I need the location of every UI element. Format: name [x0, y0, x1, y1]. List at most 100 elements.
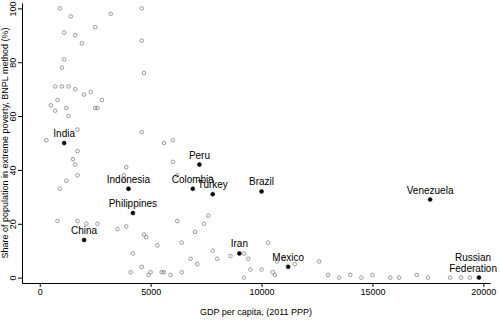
point	[293, 262, 297, 266]
point	[171, 160, 175, 164]
point	[62, 31, 66, 35]
point	[131, 211, 135, 215]
point	[249, 268, 253, 272]
point	[426, 276, 430, 280]
point	[100, 98, 104, 102]
x-tick-label: 15000	[360, 287, 385, 297]
point	[211, 192, 215, 196]
point	[195, 262, 199, 266]
point	[415, 273, 419, 277]
point-label: China	[71, 225, 98, 236]
point	[96, 106, 100, 110]
y-tick: 100	[8, 1, 22, 16]
point	[317, 260, 321, 264]
point	[124, 165, 128, 169]
point	[477, 276, 481, 280]
point	[69, 15, 73, 19]
point	[171, 139, 175, 143]
x-tick: 15000	[360, 283, 385, 297]
point	[371, 273, 375, 277]
point	[286, 265, 290, 269]
point-label: Iran	[231, 238, 248, 249]
point	[45, 139, 49, 143]
point	[211, 249, 215, 253]
point	[129, 270, 133, 274]
x-tick-label: 10000	[250, 287, 275, 297]
y-tick: 0	[8, 276, 22, 281]
point	[180, 241, 184, 245]
y-tick-mark	[18, 170, 22, 171]
point	[266, 241, 270, 245]
point	[193, 230, 197, 234]
point	[82, 93, 86, 97]
point	[76, 149, 80, 153]
point	[67, 114, 71, 118]
point	[140, 7, 144, 11]
point-labels: IndiaChinaIndonesiaPhilippinesPeruColomb…	[53, 128, 497, 274]
point	[82, 238, 86, 242]
point	[326, 273, 330, 277]
y-tick-mark	[18, 224, 22, 225]
x-axis-title: GDP per capita, (2011 PPP)	[200, 307, 312, 317]
point	[180, 270, 184, 274]
point-label: Mexico	[272, 252, 304, 263]
y-tick-mark	[18, 116, 22, 117]
point	[189, 257, 193, 261]
point	[246, 257, 250, 261]
x-tick: 10000	[250, 283, 275, 297]
point	[140, 39, 144, 43]
y-tick-label: 100	[8, 1, 18, 16]
point	[197, 163, 201, 167]
point	[242, 252, 246, 256]
point-label: Brazil	[249, 176, 274, 187]
point	[397, 276, 401, 280]
point-label: Turkey	[198, 179, 228, 190]
point	[116, 227, 120, 231]
point	[459, 276, 463, 280]
point	[73, 163, 77, 167]
point	[62, 141, 66, 145]
point	[124, 225, 128, 229]
point-label: Peru	[189, 150, 210, 161]
point	[93, 25, 97, 29]
point	[49, 104, 53, 108]
point	[80, 42, 84, 46]
point	[140, 265, 144, 269]
point	[56, 98, 60, 102]
x-axis-line	[23, 283, 491, 284]
point	[215, 257, 219, 261]
point	[273, 273, 277, 277]
point-label: RussianFederation	[449, 252, 497, 274]
point	[229, 254, 233, 258]
point	[468, 276, 472, 280]
point	[142, 71, 146, 75]
y-axis-line	[22, 4, 23, 284]
point	[348, 273, 352, 277]
point	[207, 214, 211, 218]
y-axis: 020406080100	[8, 1, 23, 283]
point	[260, 189, 264, 193]
point	[65, 179, 69, 183]
y-tick-label: 0	[8, 276, 18, 281]
point	[144, 235, 148, 239]
point	[53, 85, 57, 89]
point	[260, 268, 264, 272]
x-tick-label: 5000	[141, 287, 161, 297]
chart: 05000100001500020000020406080100GDP per …	[0, 0, 500, 321]
point	[109, 12, 113, 16]
points	[45, 7, 481, 280]
x-tick: 0	[38, 283, 43, 297]
point	[126, 187, 130, 191]
point	[127, 187, 131, 191]
y-tick-mark	[18, 278, 22, 279]
x-tick: 20000	[471, 283, 496, 297]
point	[76, 219, 80, 223]
point	[60, 66, 64, 70]
point	[237, 251, 241, 255]
point	[65, 106, 69, 110]
y-tick-mark	[18, 8, 22, 9]
point	[73, 87, 77, 91]
point	[175, 219, 179, 223]
point-label: Philippines	[109, 198, 157, 209]
point	[388, 276, 392, 280]
